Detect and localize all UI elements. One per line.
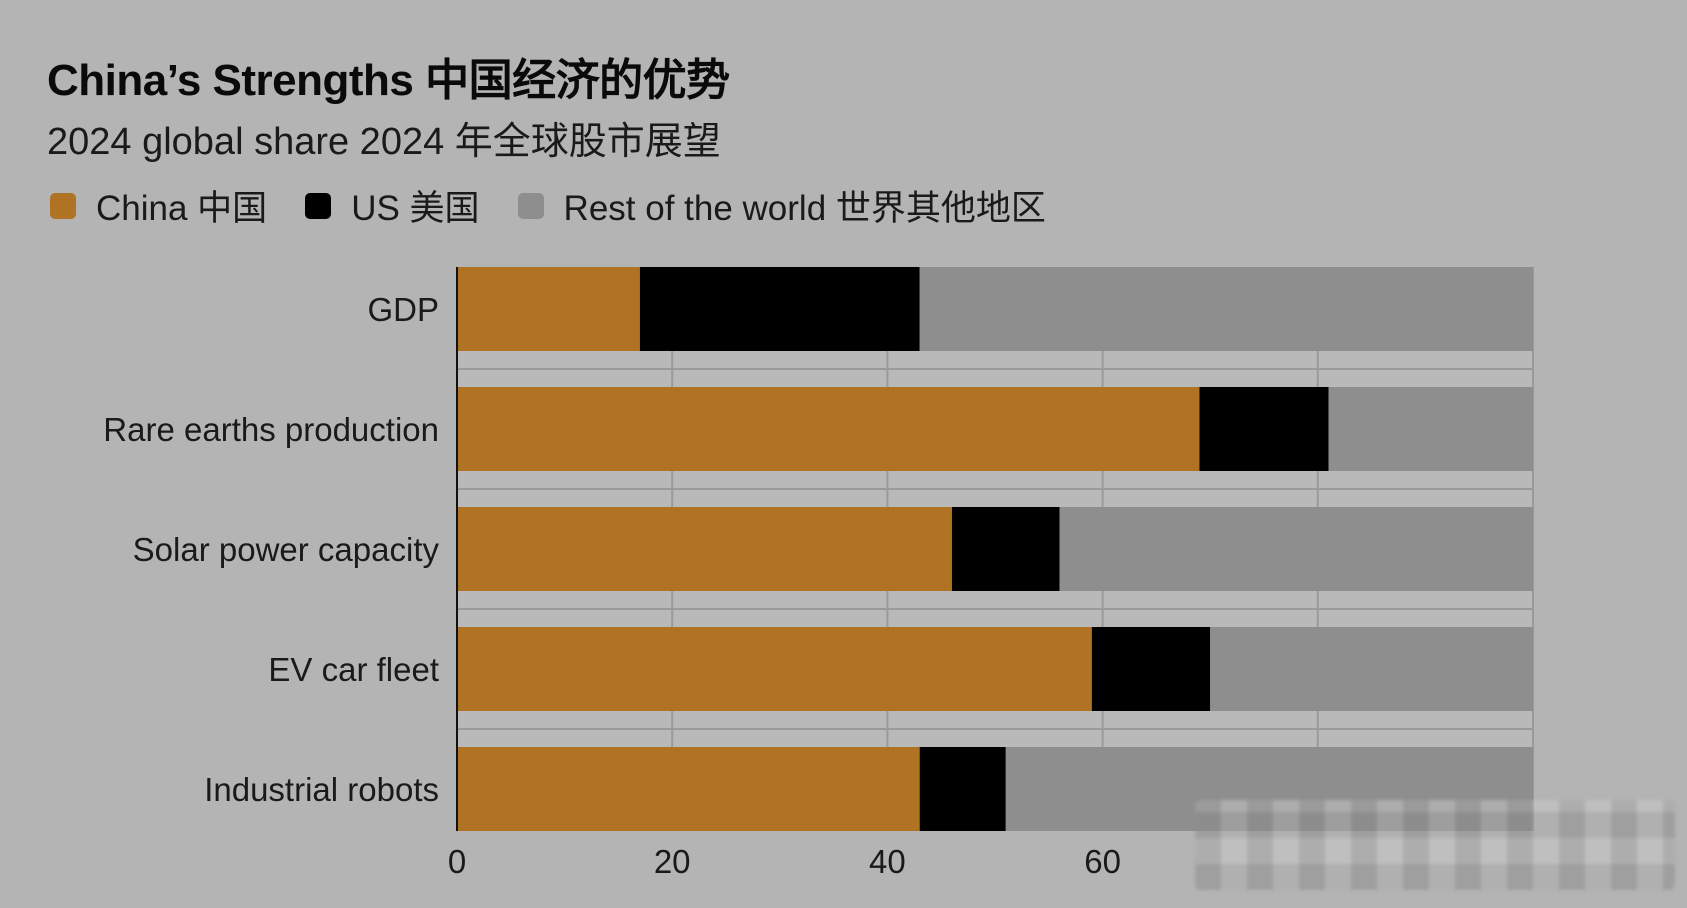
legend-label-us: US 美国 bbox=[351, 189, 480, 228]
x-tick-label-0: 0 bbox=[448, 843, 466, 880]
legend-item-us: US 美国 bbox=[305, 180, 480, 231]
category-label-ev-car-fleet: EV car fleet bbox=[268, 651, 439, 688]
bar-industrial-robots-us bbox=[919, 747, 1006, 831]
bar-gdp-rest-of-world bbox=[919, 267, 1533, 351]
x-tick-label-20: 20 bbox=[654, 843, 691, 880]
watermark-overlay bbox=[1195, 800, 1675, 890]
category-label-industrial-robots: Industrial robots bbox=[204, 771, 439, 808]
legend: China 中国 US 美国 Rest of the world 世界其他地区 bbox=[50, 180, 1084, 231]
bar-industrial-robots-rest-of-world bbox=[1005, 747, 1533, 831]
bar-gdp-us bbox=[639, 267, 920, 351]
category-labels: GDP Rare earths production Solar power cap… bbox=[103, 291, 439, 808]
bar-rare-earths-production-rest-of-world bbox=[1328, 387, 1533, 471]
bar-gdp-china bbox=[457, 267, 640, 351]
category-label-rare-earths-production: Rare earths production bbox=[103, 411, 439, 448]
x-tick-labels: 0 20 40 60 bbox=[448, 843, 1121, 880]
chart-title: China’s Strengths 中国经济的优势 bbox=[47, 56, 730, 105]
bar-solar-power-capacity-china bbox=[457, 507, 952, 591]
chart-subtitle: 2024 global share 2024 年全球股市展望 bbox=[47, 121, 721, 163]
bar-rare-earths-production-china bbox=[457, 387, 1200, 471]
category-label-solar-power-capacity: Solar power capacity bbox=[133, 531, 440, 568]
legend-swatch-us bbox=[305, 192, 332, 219]
bar-solar-power-capacity-rest-of-world bbox=[1059, 507, 1533, 591]
x-tick-label-40: 40 bbox=[869, 843, 906, 880]
bars bbox=[457, 267, 1533, 831]
legend-item-rest-of-world: Rest of the world 世界其他地区 bbox=[517, 180, 1046, 231]
legend-label-china: China 中国 bbox=[96, 189, 268, 228]
bar-ev-car-fleet-us bbox=[1091, 627, 1211, 711]
bar-ev-car-fleet-rest-of-world bbox=[1210, 627, 1533, 711]
legend-item-china: China 中国 bbox=[50, 180, 267, 231]
legend-label-rest-of-world: Rest of the world 世界其他地区 bbox=[563, 189, 1046, 228]
legend-swatch-china bbox=[50, 192, 76, 219]
bar-ev-car-fleet-china bbox=[457, 627, 1092, 711]
bar-industrial-robots-china bbox=[457, 747, 920, 831]
bar-rare-earths-production-us bbox=[1199, 387, 1329, 471]
legend-swatch-rest-of-world bbox=[517, 192, 544, 219]
bar-solar-power-capacity-us bbox=[951, 507, 1060, 591]
x-tick-label-60: 60 bbox=[1084, 843, 1121, 880]
category-label-gdp: GDP bbox=[367, 291, 439, 328]
